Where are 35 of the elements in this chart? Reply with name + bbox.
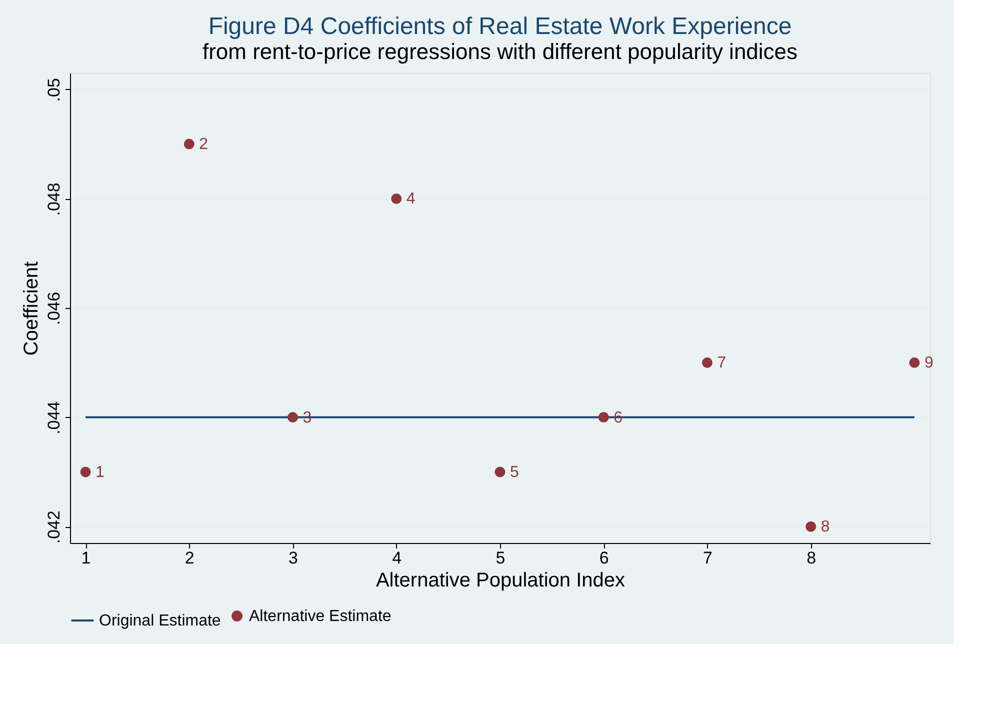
x-tick-label: 5 [496, 548, 506, 568]
x-tick-label: 4 [392, 548, 402, 568]
chart-title: Figure D4 Coefficients of Real Estate Work Experience [208, 13, 792, 40]
x-tick-label: 6 [599, 548, 609, 568]
x-axis-title: Alternative Population Index [376, 570, 626, 592]
annotation: 5 [510, 464, 519, 481]
annotation: 2 [199, 136, 208, 154]
chart-subtitle: from rent-to-price regressions with different popularity indices [202, 39, 798, 64]
point [494, 466, 506, 478]
x-tick-label: 2 [184, 548, 194, 568]
annotation: 7 [717, 354, 726, 372]
y-tick-label: .046 [44, 292, 64, 326]
legend-label: Alternative Estimate [249, 608, 392, 625]
annotation: 9 [924, 354, 934, 372]
point [288, 412, 298, 423]
point [391, 193, 402, 204]
point [184, 138, 194, 150]
annotation: 4 [406, 190, 416, 208]
annotation: 1 [96, 464, 105, 481]
x-tick-label: 7 [702, 548, 712, 568]
point [909, 357, 920, 368]
point [702, 357, 712, 368]
y-tick-label: .048 [44, 182, 64, 216]
y-tick-label: .05 [44, 78, 64, 102]
point [806, 521, 816, 532]
x-tick-label: 8 [806, 548, 816, 568]
x-tick-label: 1 [81, 548, 91, 568]
point [80, 466, 91, 478]
annotation: 8 [820, 518, 830, 536]
y-tick-label: .044 [44, 401, 64, 434]
y-tick-label: .042 [44, 510, 64, 544]
point [598, 412, 609, 423]
legend-label: Original Estimate [99, 612, 221, 630]
y-axis-title: Coefficient [20, 260, 42, 356]
x-tick-label: 3 [288, 548, 298, 568]
